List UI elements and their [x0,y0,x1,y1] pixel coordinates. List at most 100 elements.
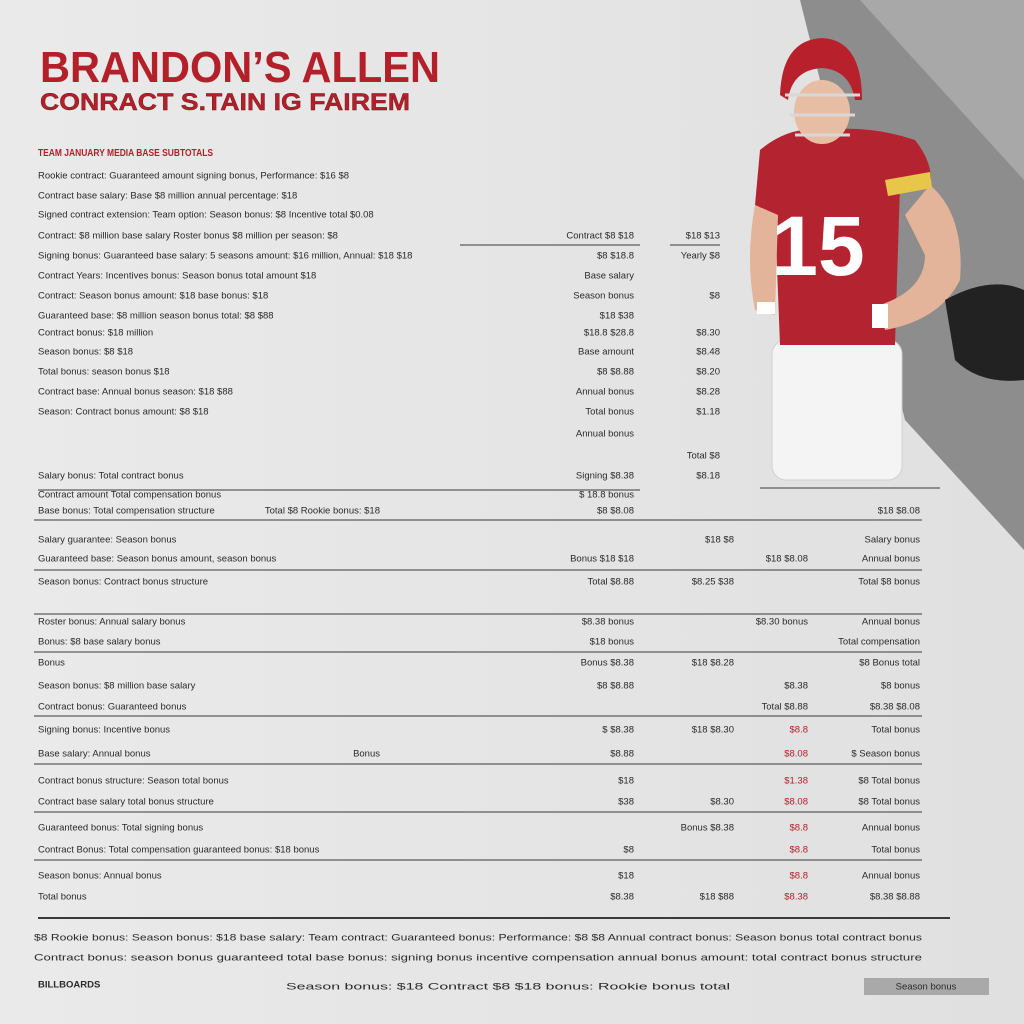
row-col3: $8.38 [784,892,808,903]
row-label: Season: Contract bonus amount: $8 $18 [38,407,209,418]
row-label: Guaranteed base: Season bonus amount, se… [38,554,276,565]
row-rate: $8.18 [696,471,720,482]
row-label: Contract bonus: Guaranteed bonus [38,702,187,713]
row-amount: Season bonus [573,291,634,302]
row-col3: $18 $8.08 [766,554,808,565]
footer-note: Contract bonus: season bonus guaranteed … [34,953,922,964]
row-rate: $8.28 [696,387,720,398]
row-amount: Annual bonus [576,429,634,440]
row-col1: Total $8.88 [588,577,634,588]
row-label: Contract base: Annual bonus season: $18 … [38,387,233,398]
row-col4: $18 $8.08 [878,506,920,517]
row-col1: Bonus $8.38 [581,658,634,669]
row-amount: $18 $38 [600,311,634,322]
row-col1: $8.38 [610,892,634,903]
row-label: Contract base salary: Base $8 million an… [38,191,297,202]
row-col1: $8.38 bonus [582,617,635,628]
row-col4: Annual bonus [862,617,920,628]
row-col3: $8.08 [784,749,808,760]
row-rate: $8.48 [696,347,720,358]
row-rate: Yearly $8 [681,251,720,262]
row-col2: $18 $8.28 [692,658,734,669]
row-label: Base salary: Annual bonus [38,749,151,760]
row-label: Bonus: $8 base salary bonus [38,637,161,648]
row-col4: Total compensation [838,637,920,648]
row-col1: $8 $8.08 [597,506,634,517]
row-amount: Total bonus [585,407,634,418]
section-heading: TEAM JANUARY MEDIA BASE SUBTOTALS [38,148,213,159]
row-col4: $ Season bonus [851,749,920,760]
row-col1: Bonus $18 $18 [570,554,634,565]
row-col2: Bonus $8.38 [681,823,734,834]
row-amount: Base amount [578,347,634,358]
row-label: Season bonus: $8 $18 [38,347,133,358]
row-col4: Salary bonus [865,535,921,546]
row-col3: $8.8 [790,725,809,736]
row-col2: $8.30 [710,797,734,808]
row-col1: $38 [618,797,634,808]
row-col3: $8.38 [784,681,808,692]
row-amount: Signing $8.38 [576,471,634,482]
row-col4: $8 Total bonus [858,776,920,787]
row-middle: Bonus [353,749,380,760]
row-col3: $1.38 [784,776,808,787]
row-col4: $8 Total bonus [858,797,920,808]
row-label: Base bonus: Total compensation structure [38,506,215,517]
row-label: Signing bonus: Incentive bonus [38,725,170,736]
row-label: Guaranteed base: $8 million season bonus… [38,311,274,322]
row-rate: $8 [709,291,720,302]
row-label: Total bonus: season bonus $18 [38,367,170,378]
row-amount: Annual bonus [576,387,634,398]
row-col4: Total bonus [871,845,920,856]
row-amount: Contract $8 $18 [566,231,634,242]
row-label: Contract Years: Incentives bonus: Season… [38,271,316,282]
row-label: Contract bonus structure: Season total b… [38,776,229,787]
row-label: Contract base salary total bonus structu… [38,797,214,808]
row-col4: $8 bonus [881,681,920,692]
row-rate: $18 $13 [686,231,720,242]
row-label: Salary bonus: Total contract bonus [38,471,184,482]
footer-button[interactable] [864,978,989,995]
row-col4: Annual bonus [862,554,920,565]
row-col1: $ $8.38 [602,725,634,736]
row-middle: Total $8 Rookie bonus: $18 [265,506,380,517]
footer-center: Season bonus: $18 Contract $8 $18 bonus:… [286,982,730,993]
row-col3: $8.8 [790,845,809,856]
row-col2: $18 $8.30 [692,725,734,736]
row-amount: $8 $8.88 [597,367,634,378]
row-label: Contract: $8 million base salary Roster … [38,231,338,242]
row-label: Roster bonus: Annual salary bonus [38,617,186,628]
row-col4: $8.38 $8.88 [870,892,920,903]
row-label: Contract: Season bonus amount: $18 base … [38,291,268,302]
row-col4: $8 Bonus total [859,658,920,669]
row-label: Rookie contract: Guaranteed amount signi… [38,171,349,182]
title: BRANDON’S ALLEN [40,43,440,92]
footer-button-label[interactable]: Season bonus [896,982,957,993]
row-rate: $1.18 [696,407,720,418]
jersey-number: 15 [771,199,864,293]
row-label: Salary guarantee: Season bonus [38,535,177,546]
row-col4: Total bonus [871,725,920,736]
row-col3: Total $8.88 [762,702,808,713]
row-col3: $8.30 bonus [756,617,809,628]
row-col2: $8.25 $38 [692,577,734,588]
row-col4: Annual bonus [862,823,920,834]
footer-note: $8 Rookie bonus: Season bonus: $18 base … [34,933,922,944]
row-col2: $18 $8 [705,535,734,546]
row-label: Season bonus: $8 million base salary [38,681,196,692]
row-col1: $8 [623,845,634,856]
row-label: Bonus [38,658,65,669]
subtitle: CONRACT S.TAIN IG FAIREM [40,89,410,116]
row-label: Contract amount Total compensation bonus [38,490,221,501]
footer-logo: BILLBOARDS [38,980,100,991]
row-col4: Annual bonus [862,871,920,882]
row-col1: $8.88 [610,749,634,760]
row-label: Contract Bonus: Total compensation guara… [38,845,320,856]
row-col1: $18 bonus [590,637,635,648]
row-col1: $ 18.8 bonus [579,490,634,501]
row-col1: $18 [618,871,634,882]
row-label: Guaranteed bonus: Total signing bonus [38,823,203,834]
row-col3: $8.08 [784,797,808,808]
row-label: Signing bonus: Guaranteed base salary: 5… [38,251,412,262]
